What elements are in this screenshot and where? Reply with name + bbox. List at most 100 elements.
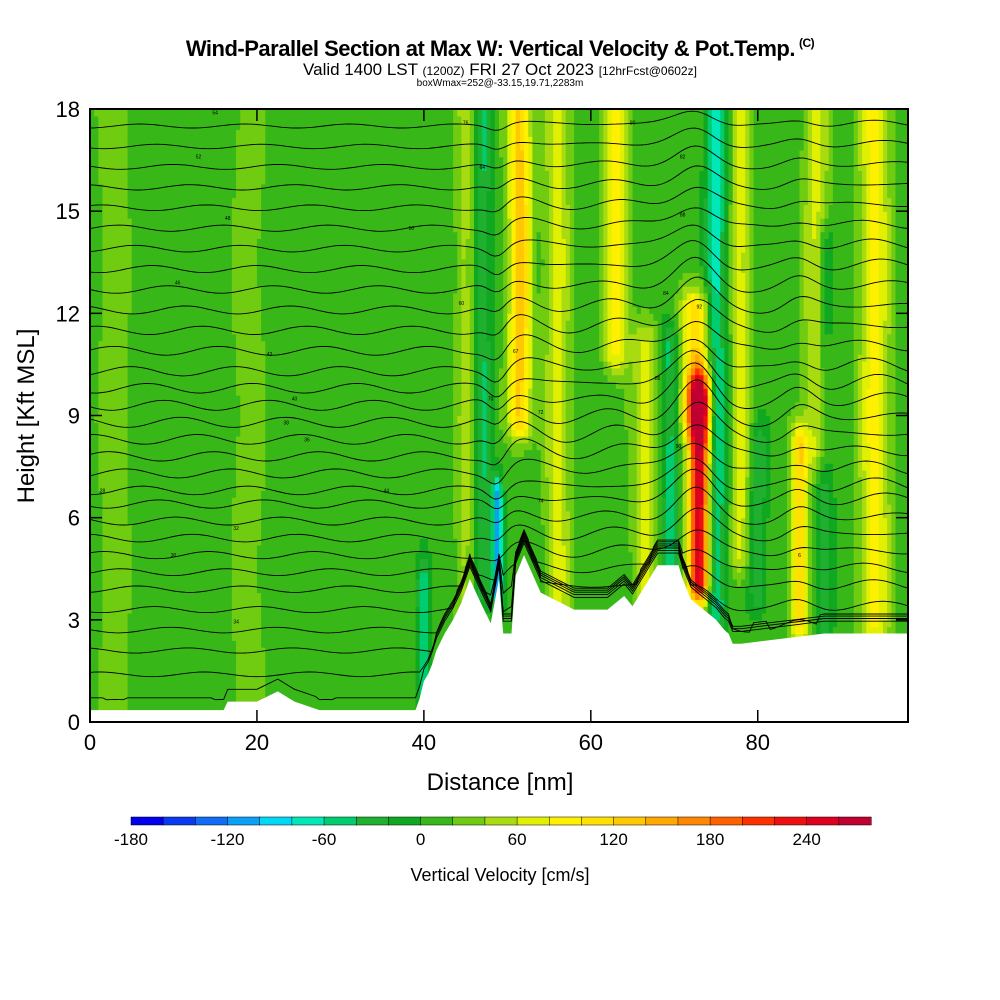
- valid-date: FRI 27 Oct 2023: [469, 60, 594, 79]
- contour-label: 50: [409, 226, 415, 232]
- y-tick-label: 18: [56, 97, 80, 122]
- colorbar-swatch: [742, 816, 776, 826]
- theta-contour-line: [90, 110, 908, 131]
- chart-subtitle: Valid 1400 LST (1200Z) FRI 27 Oct 2023 […: [0, 60, 1000, 80]
- theta-contour-line: [90, 298, 908, 336]
- colorbar-swatch: [709, 816, 743, 826]
- contour-label: 88: [680, 213, 686, 219]
- contour-label: 74: [538, 499, 544, 505]
- colorbar-tick-label: 120: [599, 830, 627, 849]
- colorbar-label: Vertical Velocity [cm/s]: [410, 865, 589, 885]
- y-tick-label: 12: [56, 301, 80, 326]
- contour-label: 60: [459, 301, 465, 307]
- contour-label: 80: [630, 121, 636, 127]
- colorbar-swatch: [613, 816, 647, 826]
- contour-label: 44: [384, 488, 390, 494]
- theta-contour-line: [90, 240, 908, 275]
- contour-label: 86: [655, 376, 661, 382]
- theta-contour-line: [90, 339, 908, 383]
- contour-label: 42: [267, 352, 273, 358]
- contour-label: 48: [225, 216, 231, 222]
- contour-label: 67: [513, 349, 519, 355]
- pot-temp-contours: [90, 110, 908, 701]
- colorbar-swatch: [130, 816, 164, 826]
- theta-contour-line: [90, 528, 908, 581]
- colorbar-tick-label: -120: [210, 830, 244, 849]
- theta-contour-line: [90, 186, 908, 213]
- terrain-mask: [90, 555, 908, 722]
- contour-label: 90: [676, 444, 682, 450]
- copyright-mark: (C): [798, 36, 815, 50]
- y-tick-label: 6: [68, 506, 80, 531]
- contour-label: 72: [538, 410, 544, 416]
- y-axis-label: Height [Kft MSL]: [13, 329, 40, 504]
- contour-label: 28: [100, 488, 106, 494]
- contour-label: 38: [283, 420, 289, 426]
- contour-label: 76: [463, 121, 469, 127]
- colorbar-swatch: [195, 816, 229, 826]
- colorbar-swatch: [259, 816, 293, 826]
- colorbar-swatch: [838, 816, 872, 826]
- colorbar-tick-label: -180: [114, 830, 148, 849]
- contour-label: 34: [233, 620, 239, 626]
- theta-contour-line: [90, 350, 908, 398]
- colorbar-swatch: [677, 816, 711, 826]
- theta-contour-line: [90, 442, 908, 485]
- contour-labels: 28 30 32 34 36 38 40 42 44 46 48 50 52 54 60 64 67 70 72 74…: [100, 110, 801, 625]
- colorbar-swatch: [388, 816, 422, 826]
- colorbar-swatch: [355, 816, 389, 826]
- theta-contour-line: [90, 468, 908, 509]
- theta-contour-line: [90, 207, 908, 236]
- contour-label: 30: [171, 553, 177, 559]
- contour-label: 40: [292, 397, 298, 403]
- colorbar-swatch: [484, 816, 518, 826]
- forecast-info: [12hrFcst@0602z]: [598, 64, 697, 78]
- x-tick-label: 0: [84, 730, 96, 755]
- colorbar-swatch: [549, 816, 582, 826]
- colorbar-tick-label: 240: [793, 830, 821, 849]
- colorbar-swatch: [645, 816, 679, 826]
- chart-title: Wind-Parallel Section at Max W: Vertical…: [185, 36, 815, 61]
- colorbar-tick-label: 0: [416, 830, 425, 849]
- colorbar-swatch: [774, 816, 808, 826]
- contour-label: 36: [304, 437, 310, 443]
- colorbar: -180 -120 -60 0 60 120 180 240: [114, 816, 872, 849]
- theta-contour-line: [90, 457, 908, 500]
- colorbar-swatch: [227, 816, 261, 826]
- colorbar-swatch: [162, 816, 196, 826]
- colorbar-tick-label: -60: [312, 830, 337, 849]
- contour-label: 84: [663, 291, 669, 297]
- theta-contour-line: [90, 507, 908, 543]
- x-tick-label: 40: [412, 730, 436, 755]
- theta-contour-line: [90, 256, 908, 294]
- theta-contour-line: [90, 401, 908, 445]
- box-wmax-info: boxWmax=252@-33.15,19.71,2283m: [416, 78, 584, 89]
- x-tick-label: 20: [245, 730, 269, 755]
- theta-contour-line: [90, 379, 908, 428]
- contour-label: 92: [697, 305, 703, 311]
- x-tick-label: 80: [746, 730, 770, 755]
- theta-contour-line: [90, 145, 908, 170]
- y-tick-label: 15: [56, 199, 80, 224]
- theta-contour-line: [90, 321, 908, 361]
- contour-label: 64: [480, 165, 486, 171]
- theta-contour-line: [90, 424, 908, 466]
- colorbar-swatch: [452, 816, 486, 826]
- y-tick-label: 0: [68, 710, 80, 735]
- contour-label: 46: [175, 281, 181, 287]
- colorbar-tick-label: 60: [508, 830, 527, 849]
- colorbar-swatch: [806, 816, 840, 826]
- colorbar-swatch: [516, 816, 550, 826]
- contour-label: 82: [680, 155, 686, 161]
- x-tick-label: 60: [579, 730, 603, 755]
- theta-contour-line: [90, 276, 908, 315]
- colorbar-swatch: [291, 816, 325, 826]
- theta-contour-line: [90, 486, 908, 526]
- theta-contour-line: [90, 362, 908, 411]
- contour-label: 52: [196, 155, 202, 161]
- colorbar-tick-label: 180: [696, 830, 724, 849]
- colorbar-swatch: [581, 816, 615, 826]
- y-tick-label: 9: [68, 404, 80, 429]
- contour-label: 70: [488, 397, 494, 403]
